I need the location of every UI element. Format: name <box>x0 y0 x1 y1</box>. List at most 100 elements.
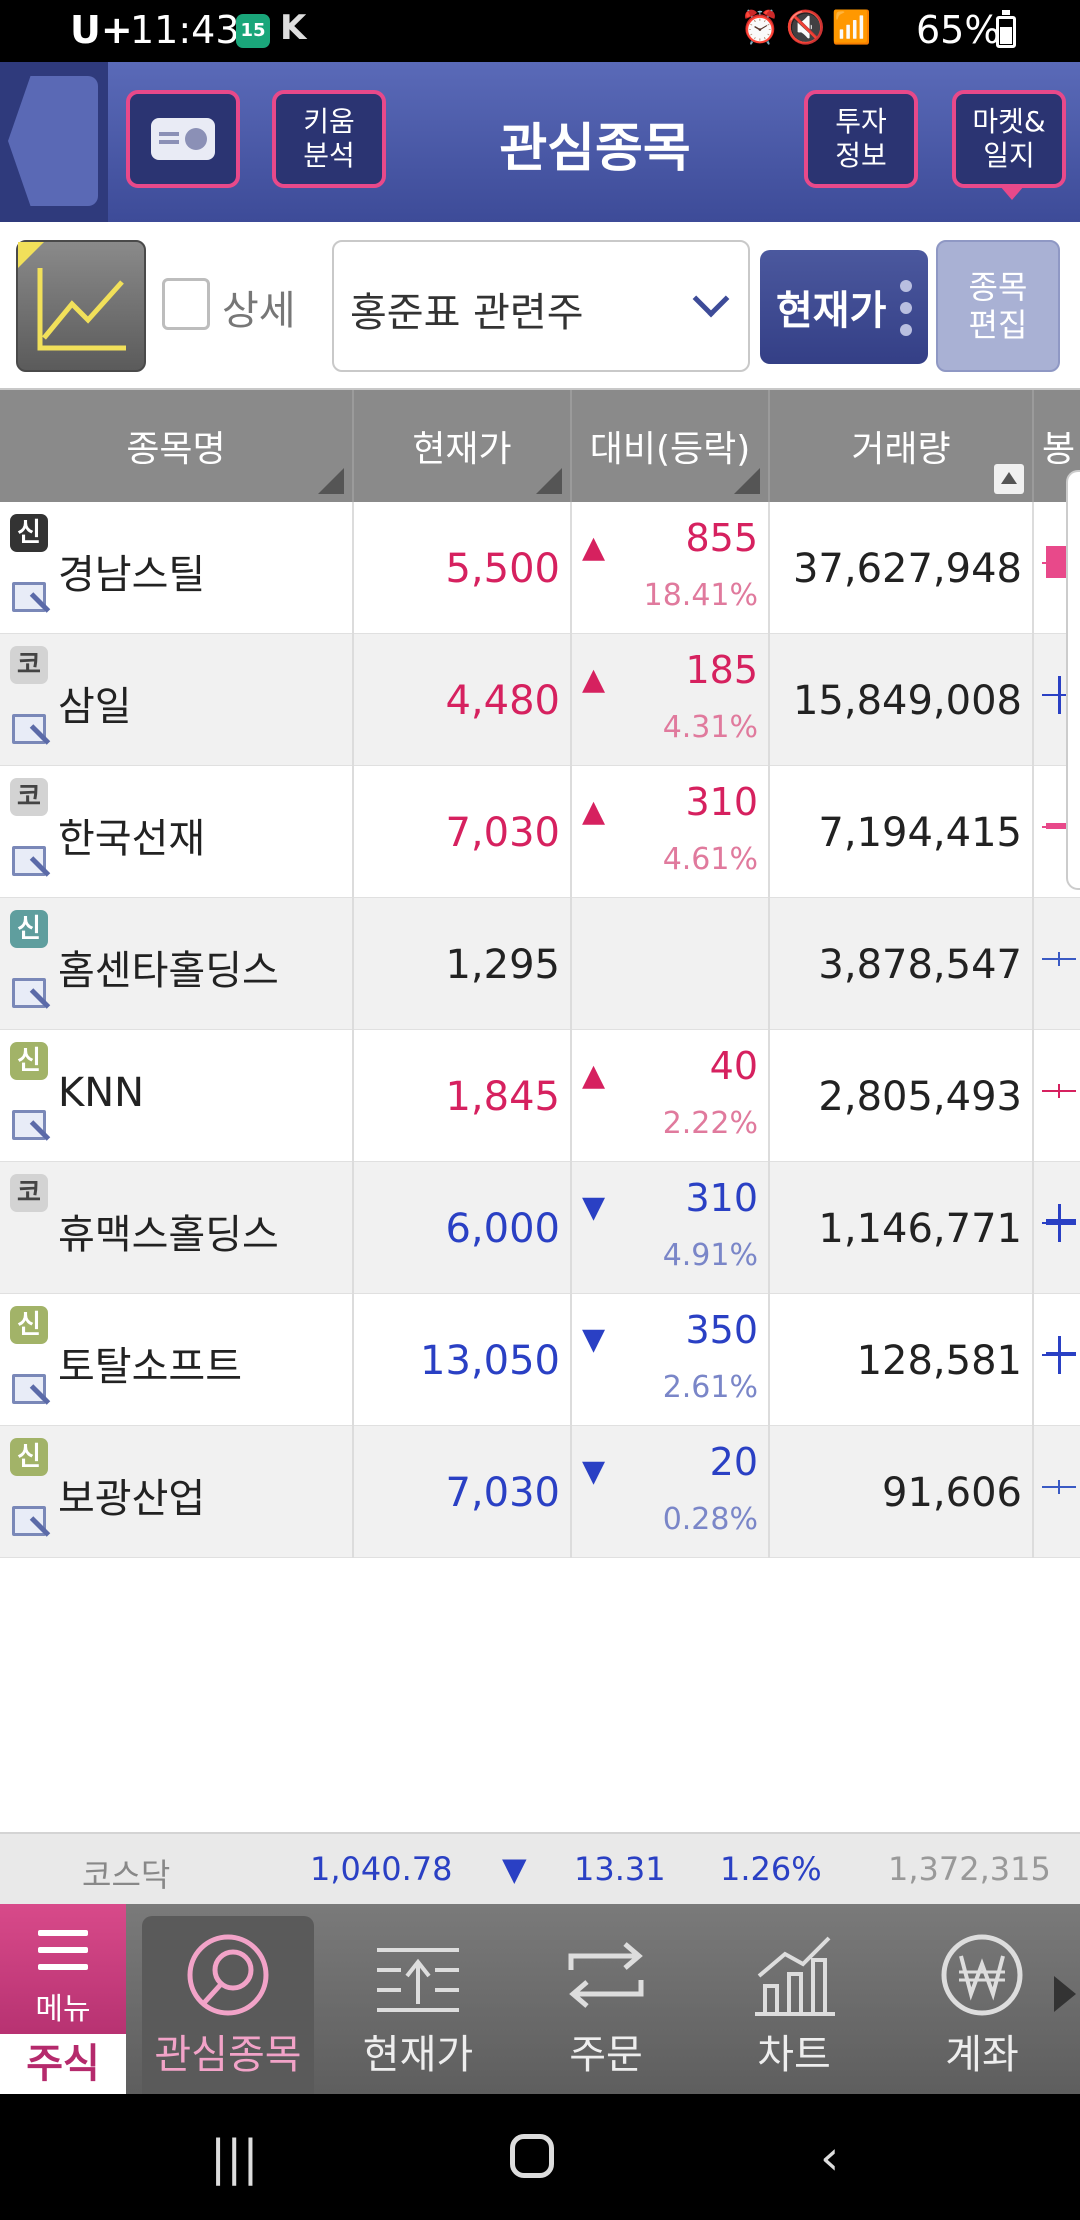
back-nav-icon[interactable]: ‹ <box>820 2130 840 2186</box>
change-value: 310 <box>685 1176 758 1220</box>
edit-stocks-button[interactable]: 종목 편집 <box>936 240 1060 372</box>
table-row[interactable]: 코 한국선재 7,030 ▲ 310 4.61% 7,194,415 <box>0 766 1080 898</box>
volume: 91,606 <box>882 1470 1022 1516</box>
index-percent: 1.26% <box>720 1850 822 1888</box>
market-badge: 코 <box>10 646 48 684</box>
menu-button[interactable]: 메뉴 주식 <box>0 1904 126 2094</box>
memo-icon[interactable] <box>10 710 50 750</box>
index-name: 코스닥 <box>82 1856 171 1894</box>
nav-watchlist[interactable]: 관심종목 <box>142 1916 314 2094</box>
table-row[interactable]: 신 홈센타홀딩스 1,295 3,878,547 <box>0 898 1080 1030</box>
market-badge: 코 <box>10 778 48 816</box>
change-cell: ▼ 310 4.91% <box>572 1162 770 1294</box>
down-arrow-icon: ▼ <box>502 1850 527 1888</box>
current-price-icon <box>377 1948 459 2012</box>
stock-name-cell[interactable]: 신 홈센타홀딩스 <box>0 898 354 1030</box>
change-cell: ▲ 855 18.41% <box>572 502 770 634</box>
stock-name-cell[interactable]: 신 보광산업 <box>0 1426 354 1558</box>
app-notification-icon: K <box>280 8 307 48</box>
stock-name-cell[interactable]: 코 삼일 <box>0 634 354 766</box>
stock-category-tab[interactable]: 주식 <box>0 2034 126 2094</box>
change-percent: 2.22% <box>662 1106 758 1141</box>
memo-icon[interactable] <box>10 842 50 882</box>
volume: 15,849,008 <box>792 678 1022 724</box>
nav-current-price[interactable]: 현재가 <box>332 1916 504 2094</box>
column-header-volume[interactable]: 거래량 <box>770 390 1034 502</box>
stock-name-cell[interactable]: 신 KNN <box>0 1030 354 1162</box>
sort-up-icon[interactable] <box>994 464 1024 494</box>
calendar-icon: 15 <box>236 14 270 48</box>
down-arrow-icon: ▼ <box>582 1322 606 1357</box>
candle-cell <box>1034 1426 1080 1558</box>
back-button[interactable] <box>0 62 108 222</box>
home-icon[interactable] <box>510 2134 554 2178</box>
line-chart-icon <box>37 268 126 351</box>
stock-name-cell[interactable]: 신 토탈소프트 <box>0 1294 354 1426</box>
bottom-nav: 메뉴 주식 관심종목 현재가 주문 <box>0 1904 1080 2094</box>
table-row[interactable]: 코 삼일 4,480 ▲ 185 4.31% 15,849,008 <box>0 634 1080 766</box>
kiwoom-analysis-button[interactable]: 키움 분석 <box>272 90 386 188</box>
detail-checkbox[interactable] <box>162 278 210 330</box>
nav-account[interactable]: 계좌 <box>896 1916 1068 2094</box>
nav-next-arrow-icon[interactable] <box>1054 1976 1076 2012</box>
status-icons: ⏰🔇📶 <box>740 8 878 46</box>
stock-name-cell[interactable]: 코 휴맥스홀딩스 <box>0 1162 354 1294</box>
current-price-cell: 7,030 <box>354 1426 572 1558</box>
chart-toggle-button[interactable] <box>16 240 146 372</box>
candle-mark <box>1042 1204 1076 1242</box>
column-header-change[interactable]: 대비(등락) <box>572 390 770 502</box>
memo-icon[interactable] <box>10 974 50 1014</box>
market-journal-button[interactable]: 마켓& 일지 <box>952 90 1066 200</box>
volume: 7,194,415 <box>818 810 1022 856</box>
current-price: 7,030 <box>445 1470 560 1516</box>
column-header-name[interactable]: 종목명 <box>0 390 354 502</box>
nav-order[interactable]: 주문 <box>520 1916 692 2094</box>
column-header-price[interactable]: 현재가 <box>354 390 572 502</box>
market-badge: 코 <box>10 1174 48 1212</box>
stock-name-cell[interactable]: 코 한국선재 <box>0 766 354 898</box>
watchlist-icon <box>187 1934 269 2016</box>
market-badge: 신 <box>10 1042 48 1080</box>
volume-cell: 1,146,771 <box>770 1162 1034 1294</box>
table-row[interactable]: 신 토탈소프트 13,050 ▼ 350 2.61% 128,581 <box>0 1294 1080 1426</box>
investment-info-button[interactable]: 투자 정보 <box>804 90 918 188</box>
candle-mark <box>1042 1084 1076 1098</box>
scroll-indicator[interactable] <box>1066 470 1080 890</box>
memo-icon[interactable] <box>10 578 50 618</box>
volume-cell: 7,194,415 <box>770 766 1034 898</box>
index-ticker[interactable]: 코스닥 1,040.78 ▼ 13.31 1.26% 1,372,315 <box>0 1832 1080 1904</box>
change-value: 310 <box>685 780 758 824</box>
memo-icon[interactable] <box>10 1502 50 1542</box>
table-row[interactable]: 신 보광산업 7,030 ▼ 20 0.28% 91,606 <box>0 1426 1080 1558</box>
volume-cell: 128,581 <box>770 1294 1034 1426</box>
status-bar: U+ 11:43 15 K ⏰🔇📶 65% <box>0 0 1080 62</box>
table-row[interactable]: 신 KNN 1,845 ▲ 40 2.22% 2,805,493 <box>0 1030 1080 1162</box>
nav-chart[interactable]: 차트 <box>708 1916 880 2094</box>
column-candle-label: 봉 <box>1042 429 1076 470</box>
change-value: 185 <box>685 648 758 692</box>
current-price: 7,030 <box>445 810 560 856</box>
more-dots-icon <box>900 280 912 336</box>
volume: 1,146,771 <box>818 1206 1022 1252</box>
radio-button[interactable] <box>126 90 240 188</box>
column-header-candle[interactable]: 봉 <box>1034 390 1080 502</box>
back-tab-icon <box>8 76 98 206</box>
table-row[interactable]: 코 휴맥스홀딩스 6,000 ▼ 310 4.91% 1,146,771 <box>0 1162 1080 1294</box>
change-cell: ▲ 40 2.22% <box>572 1030 770 1162</box>
group-select[interactable]: 홍준표 관련주 <box>332 240 750 372</box>
table-row[interactable]: 신 경남스틸 5,500 ▲ 855 18.41% 37,627,948 <box>0 502 1080 634</box>
change-percent: 2.61% <box>662 1370 758 1405</box>
change-percent: 4.31% <box>662 710 758 745</box>
current-price: 1,295 <box>445 942 560 988</box>
up-arrow-icon: ▲ <box>582 794 606 829</box>
recent-apps-icon[interactable]: ||| <box>210 2130 259 2186</box>
candle-mark <box>1042 823 1076 829</box>
price-mode-button[interactable]: 현재가 <box>760 250 928 364</box>
memo-icon[interactable] <box>10 1106 50 1146</box>
memo-icon[interactable] <box>10 1370 50 1410</box>
change-cell: ▼ 350 2.61% <box>572 1294 770 1426</box>
stock-name-cell[interactable]: 신 경남스틸 <box>0 502 354 634</box>
volume: 2,805,493 <box>818 1074 1022 1120</box>
column-change-label: 대비(등락) <box>589 429 751 470</box>
current-price: 1,845 <box>445 1074 560 1120</box>
